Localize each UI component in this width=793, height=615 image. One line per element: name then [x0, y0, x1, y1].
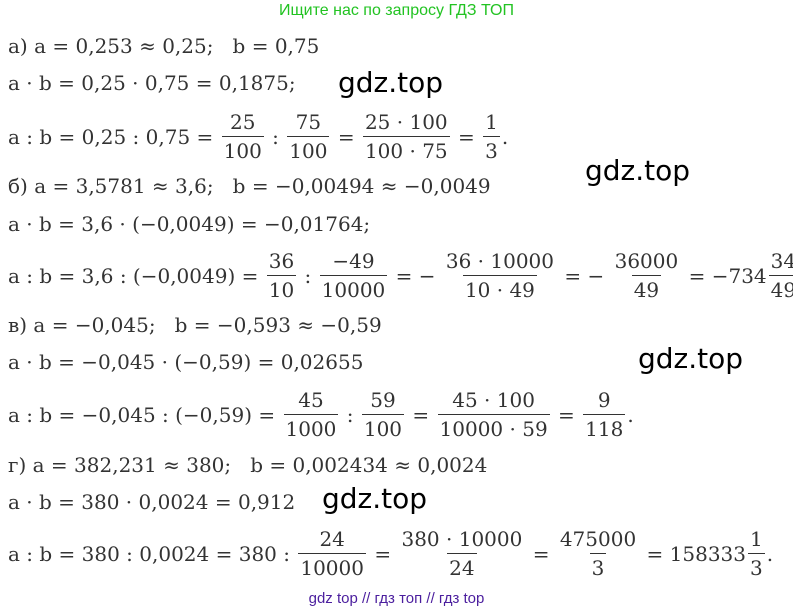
part-c-quotient: a : b = −0,045 : (−0,59) = 45 1000 : 59 10… — [8, 388, 634, 441]
fraction: 9 118 — [583, 388, 626, 441]
promo-banner: Ищите нас по запросу ГДЗ ТОП — [279, 2, 514, 19]
fraction: 36 · 10000 10 · 49 — [445, 249, 555, 302]
fraction: 25 · 100 100 · 75 — [362, 110, 450, 163]
part-b-product: a · b = 3,6 · (−0,0049) = −0,01764; — [8, 212, 371, 236]
watermark: gdz.top — [585, 154, 691, 187]
watermark: gdz.top — [638, 342, 744, 375]
part-a-given: а) a = 0,253 ≈ 0,25; b = 0,75 — [8, 34, 320, 58]
fraction: 34 49 — [768, 249, 793, 302]
part-d-quotient: a : b = 380 : 0,0024 = 380 : 24 10000 = 3… — [8, 527, 774, 580]
part-d-product: a · b = 380 · 0,0024 = 0,912 — [8, 490, 296, 514]
watermark: gdz.top — [322, 482, 428, 515]
fraction: 475000 3 — [559, 527, 637, 580]
fraction: 36 10 — [266, 249, 297, 302]
watermark: gdz.top — [338, 66, 444, 99]
part-b-given: б) a = 3,5781 ≈ 3,6; b = −0,00494 ≈ −0,0… — [8, 174, 491, 198]
part-b-quotient: a : b = 3,6 : (−0,0049) = 36 10 : −49 1000… — [8, 249, 793, 302]
fraction: 45 1000 — [283, 388, 339, 441]
part-a-product: a · b = 0,25 · 0,75 = 0,1875; — [8, 71, 296, 95]
footer-links: gdz top // гдз топ // гдз top — [308, 590, 485, 607]
part-d-given: г) a = 382,231 ≈ 380; b = 0,002434 ≈ 0,0… — [8, 453, 488, 477]
part-c-product: a · b = −0,045 · (−0,59) = 0,02655 — [8, 350, 364, 374]
fraction: 59 100 — [361, 388, 405, 441]
fraction: 45 · 100 10000 · 59 — [437, 388, 550, 441]
fraction: 24 10000 — [298, 527, 366, 580]
fraction: 380 · 10000 24 — [401, 527, 523, 580]
fraction: −49 10000 — [319, 249, 388, 302]
part-c-given: в) a = −0,045; b = −0,593 ≈ −0,59 — [8, 313, 382, 337]
fraction: 36000 49 — [614, 249, 679, 302]
fraction: 75 100 — [287, 110, 330, 163]
part-a-quotient: a : b = 0,25 : 0,75 = 25 100 : 75 100 = 25… — [8, 110, 509, 163]
fraction: 25 100 — [221, 110, 264, 163]
